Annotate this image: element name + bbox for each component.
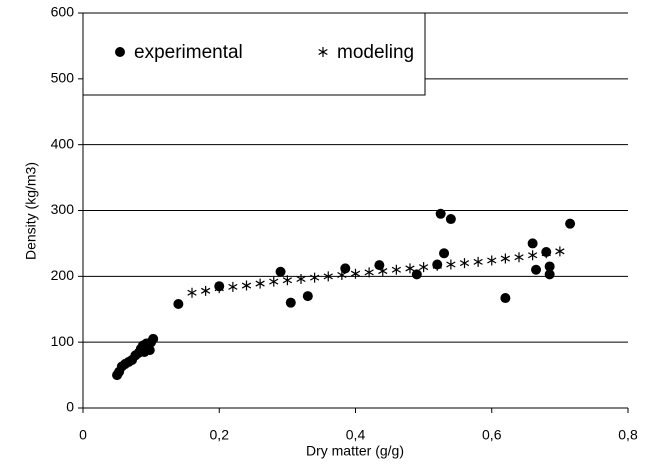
star-marker — [309, 272, 320, 283]
x-axis-label: Dry matter (g/g) — [306, 443, 404, 459]
star-marker — [228, 281, 238, 292]
star-marker — [432, 260, 442, 271]
star-marker — [364, 267, 374, 278]
star-marker — [337, 270, 347, 281]
circle-marker — [544, 261, 555, 272]
star-marker — [187, 287, 197, 298]
star-marker — [500, 253, 511, 264]
circle-marker — [148, 333, 159, 344]
x-tick-label: 0,4 — [346, 427, 366, 443]
y-tick-label: 600 — [51, 4, 75, 20]
y-tick-label: 200 — [51, 267, 75, 283]
star-marker — [418, 262, 429, 273]
y-axis-label: Density (kg/m3) — [23, 162, 39, 260]
star-marker — [391, 264, 402, 275]
y-tick-label: 100 — [51, 333, 75, 349]
legend-label: experimental — [134, 42, 243, 63]
circle-marker — [340, 263, 351, 274]
circle-marker — [439, 248, 450, 259]
star-marker — [214, 283, 224, 294]
circle-marker — [275, 266, 286, 277]
y-tick-label: 400 — [51, 135, 75, 151]
star-marker — [200, 285, 211, 296]
star-marker — [487, 255, 497, 266]
star-marker — [473, 256, 483, 267]
circle-marker — [565, 218, 576, 229]
x-tick-label: 0,8 — [618, 427, 638, 443]
legend: experimental modeling — [82, 12, 426, 96]
star-marker — [446, 259, 456, 270]
star-marker — [323, 271, 333, 282]
star-marker — [255, 278, 265, 289]
legend-box — [82, 12, 426, 96]
x-tick-label: 0,6 — [482, 427, 502, 443]
circle-marker — [544, 269, 555, 280]
star-marker — [459, 258, 470, 269]
circle-marker — [144, 345, 155, 356]
y-tick-label: 500 — [51, 70, 75, 86]
star-marker — [514, 252, 524, 263]
circle-marker — [527, 238, 538, 249]
circle-marker — [435, 208, 446, 219]
circle-marker — [500, 293, 511, 304]
star-marker — [378, 266, 388, 277]
star-marker — [269, 276, 279, 287]
y-tick-label: 300 — [51, 201, 75, 217]
legend-marker — [318, 47, 328, 57]
circle-marker — [302, 291, 313, 302]
circle-marker — [531, 264, 542, 275]
star-marker — [405, 263, 415, 274]
star-marker — [555, 246, 565, 257]
star-marker — [350, 268, 361, 279]
x-tick-label: 0,2 — [210, 427, 230, 443]
y-tick-label: 0 — [66, 399, 74, 415]
x-tick-label: 0 — [79, 427, 87, 443]
legend-marker — [115, 47, 125, 57]
circle-marker — [173, 298, 184, 309]
circle-marker — [445, 214, 456, 225]
circle-marker — [411, 269, 422, 280]
star-marker — [282, 275, 293, 286]
circle-marker — [374, 260, 385, 271]
star-marker — [527, 250, 538, 261]
legend-label: modeling — [337, 42, 414, 63]
star-marker — [541, 248, 551, 259]
star-marker — [296, 273, 306, 284]
circle-marker — [285, 297, 296, 308]
star-marker — [241, 280, 252, 291]
